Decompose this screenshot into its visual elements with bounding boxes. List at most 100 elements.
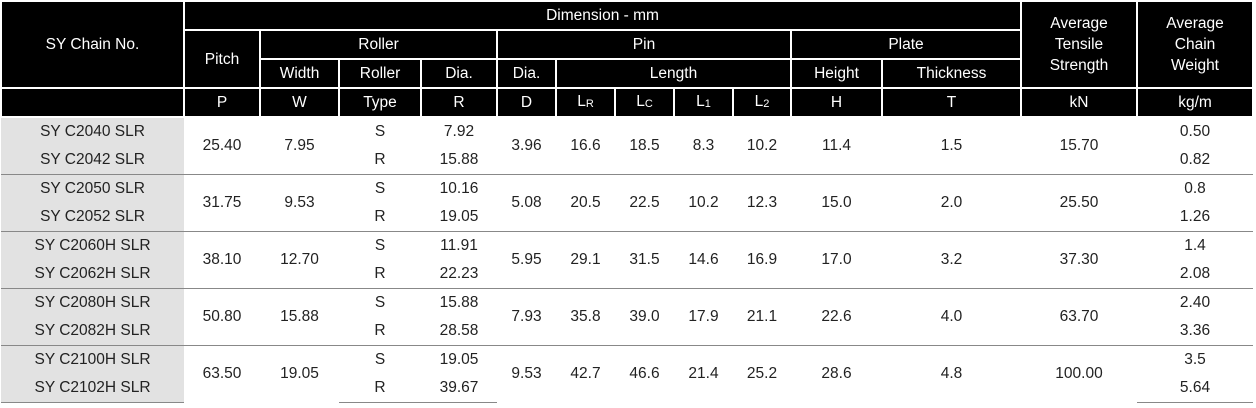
cell: 21.1 xyxy=(733,288,791,346)
chain-no: SY C2040 SLR xyxy=(1,116,184,146)
roller-type: S xyxy=(339,288,421,317)
cell: 7.93 xyxy=(497,288,556,346)
table-row: SY C2040 SLR 25.40 7.95 S 7.92 3.96 16.6 18.5 8.… xyxy=(1,116,1254,175)
cell: 22.6 xyxy=(791,288,882,346)
symbol: P xyxy=(216,94,228,111)
cell: 10.2 xyxy=(674,174,733,232)
cell: 38.10 xyxy=(184,231,260,289)
symbol-sub: R xyxy=(585,97,594,110)
symbol-cell: LC xyxy=(614,87,675,118)
roller-type: S xyxy=(339,174,421,203)
header-cell: SY Chain No. xyxy=(0,0,185,89)
cell: 42.7 xyxy=(556,345,615,403)
cell: 100.00 xyxy=(1021,345,1138,403)
table-row: SY C2060H SLR 38.10 12.70 S 11.91 5.95 29.1 31.… xyxy=(1,231,1254,289)
cell: 35.8 xyxy=(556,288,615,346)
roller-dia: 39.67 xyxy=(421,374,497,403)
weight: 1.26 xyxy=(1137,203,1254,232)
symbol: L xyxy=(696,92,705,110)
weight: 2.40 xyxy=(1137,288,1254,317)
roller-dia: 22.23 xyxy=(421,260,497,289)
cell: 17.0 xyxy=(791,231,882,289)
cell: 4.0 xyxy=(882,288,1022,346)
cell: 17.9 xyxy=(674,288,733,346)
cell: 50.80 xyxy=(184,288,260,346)
symbol-cell: Type xyxy=(338,87,422,118)
header-line: Strength xyxy=(1049,57,1109,74)
roller-type: S xyxy=(339,116,421,146)
cell: 5.95 xyxy=(497,231,556,289)
header-cell: Thickness xyxy=(880,58,1023,89)
cell: 8.3 xyxy=(674,116,733,175)
weight: 1.4 xyxy=(1137,231,1254,260)
symbol: T xyxy=(946,94,957,111)
weight: 0.82 xyxy=(1137,146,1254,175)
header-cell: Pin xyxy=(496,29,792,60)
cell: 3.2 xyxy=(882,231,1022,289)
cell: 10.2 xyxy=(733,116,791,175)
table-row: SY C2100H SLR 63.50 19.05 S 19.05 9.53 42.7 46.… xyxy=(1,345,1254,403)
cell: 20.5 xyxy=(556,174,615,232)
header-cell: Dia. xyxy=(420,58,498,89)
cell: 31.75 xyxy=(184,174,260,232)
cell: 15.70 xyxy=(1021,116,1138,175)
cell: 1.5 xyxy=(882,116,1022,175)
cell: 15.88 xyxy=(260,288,339,346)
chain-no: SY C2050 SLR xyxy=(1,174,184,203)
cell: 22.5 xyxy=(615,174,674,232)
header-cell: Dimension - mm xyxy=(182,0,1023,31)
symbol-sub: 2 xyxy=(763,97,770,110)
header-cell: Pitch xyxy=(183,29,261,89)
symbol-cell: W xyxy=(259,87,340,118)
symbol-cell: D xyxy=(496,87,557,118)
symbol-sub: C xyxy=(644,97,653,110)
header-line: Average xyxy=(1166,15,1224,32)
cell: 12.70 xyxy=(260,231,339,289)
weight: 5.64 xyxy=(1137,374,1254,403)
roller-type: R xyxy=(339,203,421,232)
header-cell: Average Tensile Strength xyxy=(1020,0,1139,89)
cell: 16.9 xyxy=(733,231,791,289)
table-row: SY C2052 SLR R 19.05 1.26 xyxy=(1,203,1254,232)
symbol: kg/m xyxy=(1178,94,1212,111)
cell: 9.53 xyxy=(260,174,339,232)
chain-no: SY C2042 SLR xyxy=(1,146,184,175)
cell: 21.4 xyxy=(674,345,733,403)
header-line: Average xyxy=(1050,15,1108,32)
roller-type: R xyxy=(339,146,421,175)
header-line: Tensile xyxy=(1054,36,1104,53)
symbol: L xyxy=(577,92,586,110)
symbol-cell: T xyxy=(880,87,1023,118)
chain-no: SY C2062H SLR xyxy=(1,260,184,289)
cell: 63.50 xyxy=(184,345,260,403)
cell: 9.53 xyxy=(497,345,556,403)
symbol-cell: L2 xyxy=(732,87,792,118)
cell: 11.4 xyxy=(791,116,882,175)
cell: 63.70 xyxy=(1021,288,1138,346)
table-row: SY C2080H SLR 50.80 15.88 S 15.88 7.93 35.8 39.… xyxy=(1,288,1254,346)
header-cell: Plate xyxy=(789,29,1023,60)
weight: 0.50 xyxy=(1137,116,1254,146)
symbol: L xyxy=(636,92,645,110)
header-cell: Width xyxy=(259,58,340,89)
symbol-cell: L1 xyxy=(673,87,734,118)
chain-no: SY C2060H SLR xyxy=(1,231,184,260)
symbol: W xyxy=(292,94,307,111)
cell: 25.2 xyxy=(733,345,791,403)
roller-type: S xyxy=(339,231,421,260)
header-cell: Roller xyxy=(259,29,498,60)
symbol-cell: LR xyxy=(555,87,616,118)
symbol-cell: R xyxy=(420,87,498,118)
roller-type: R xyxy=(339,317,421,346)
symbol: R xyxy=(453,94,465,111)
cell: 29.1 xyxy=(556,231,615,289)
cell: 37.30 xyxy=(1021,231,1138,289)
header-cell xyxy=(0,87,185,118)
symbol: Type xyxy=(363,94,397,111)
symbol-cell: P xyxy=(183,87,261,118)
header-cell: Average Chain Weight xyxy=(1136,0,1255,89)
weight: 0.8 xyxy=(1137,174,1254,203)
cell: 15.0 xyxy=(791,174,882,232)
header-cell: Dia. xyxy=(496,58,557,89)
